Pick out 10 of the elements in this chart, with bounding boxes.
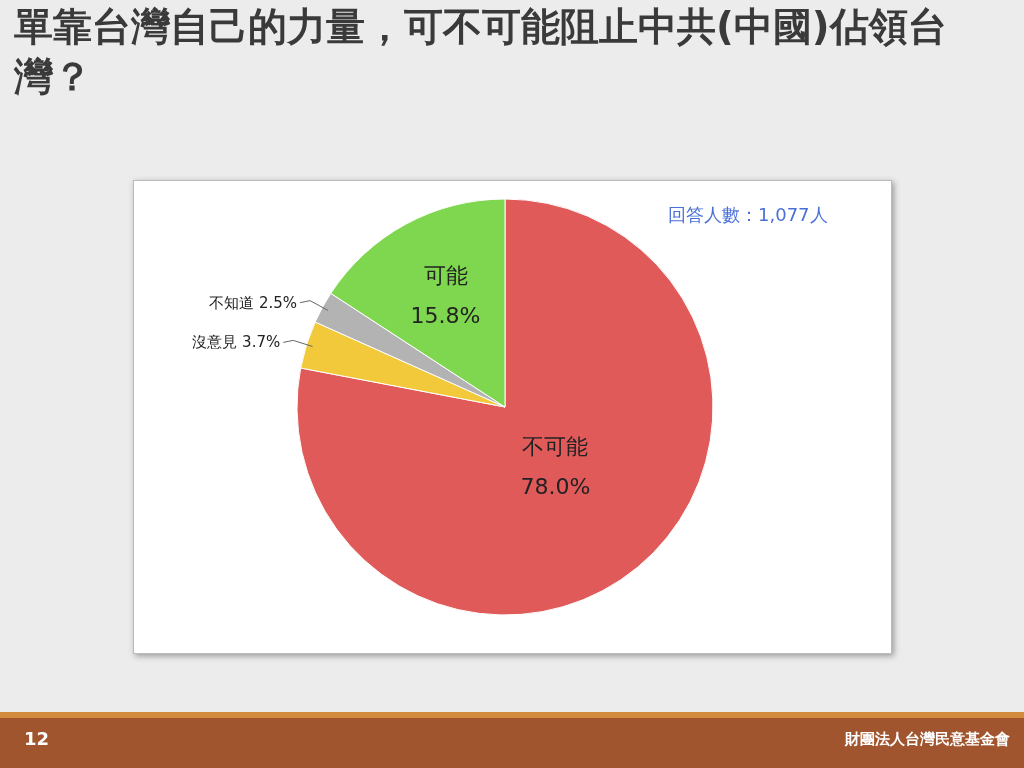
annotation: 12 — [24, 728, 50, 749]
annotation: 回答人數：1,077人 — [668, 203, 828, 227]
slice-label: 不可能 — [522, 433, 589, 459]
slice-label: 可能 — [423, 263, 468, 289]
annotation: 財團法人台灣民意基金會 — [845, 730, 1010, 749]
data-label: 78.0% — [520, 473, 591, 499]
slice-label: 不知道 2.5% — [209, 293, 298, 312]
slice-label: 沒意見 3.7% — [192, 333, 281, 352]
data-label: 15.8% — [410, 303, 481, 329]
title: 單靠台灣自己的力量，可不可能阻止中共(中國)佔領台灣？ — [14, 3, 948, 101]
